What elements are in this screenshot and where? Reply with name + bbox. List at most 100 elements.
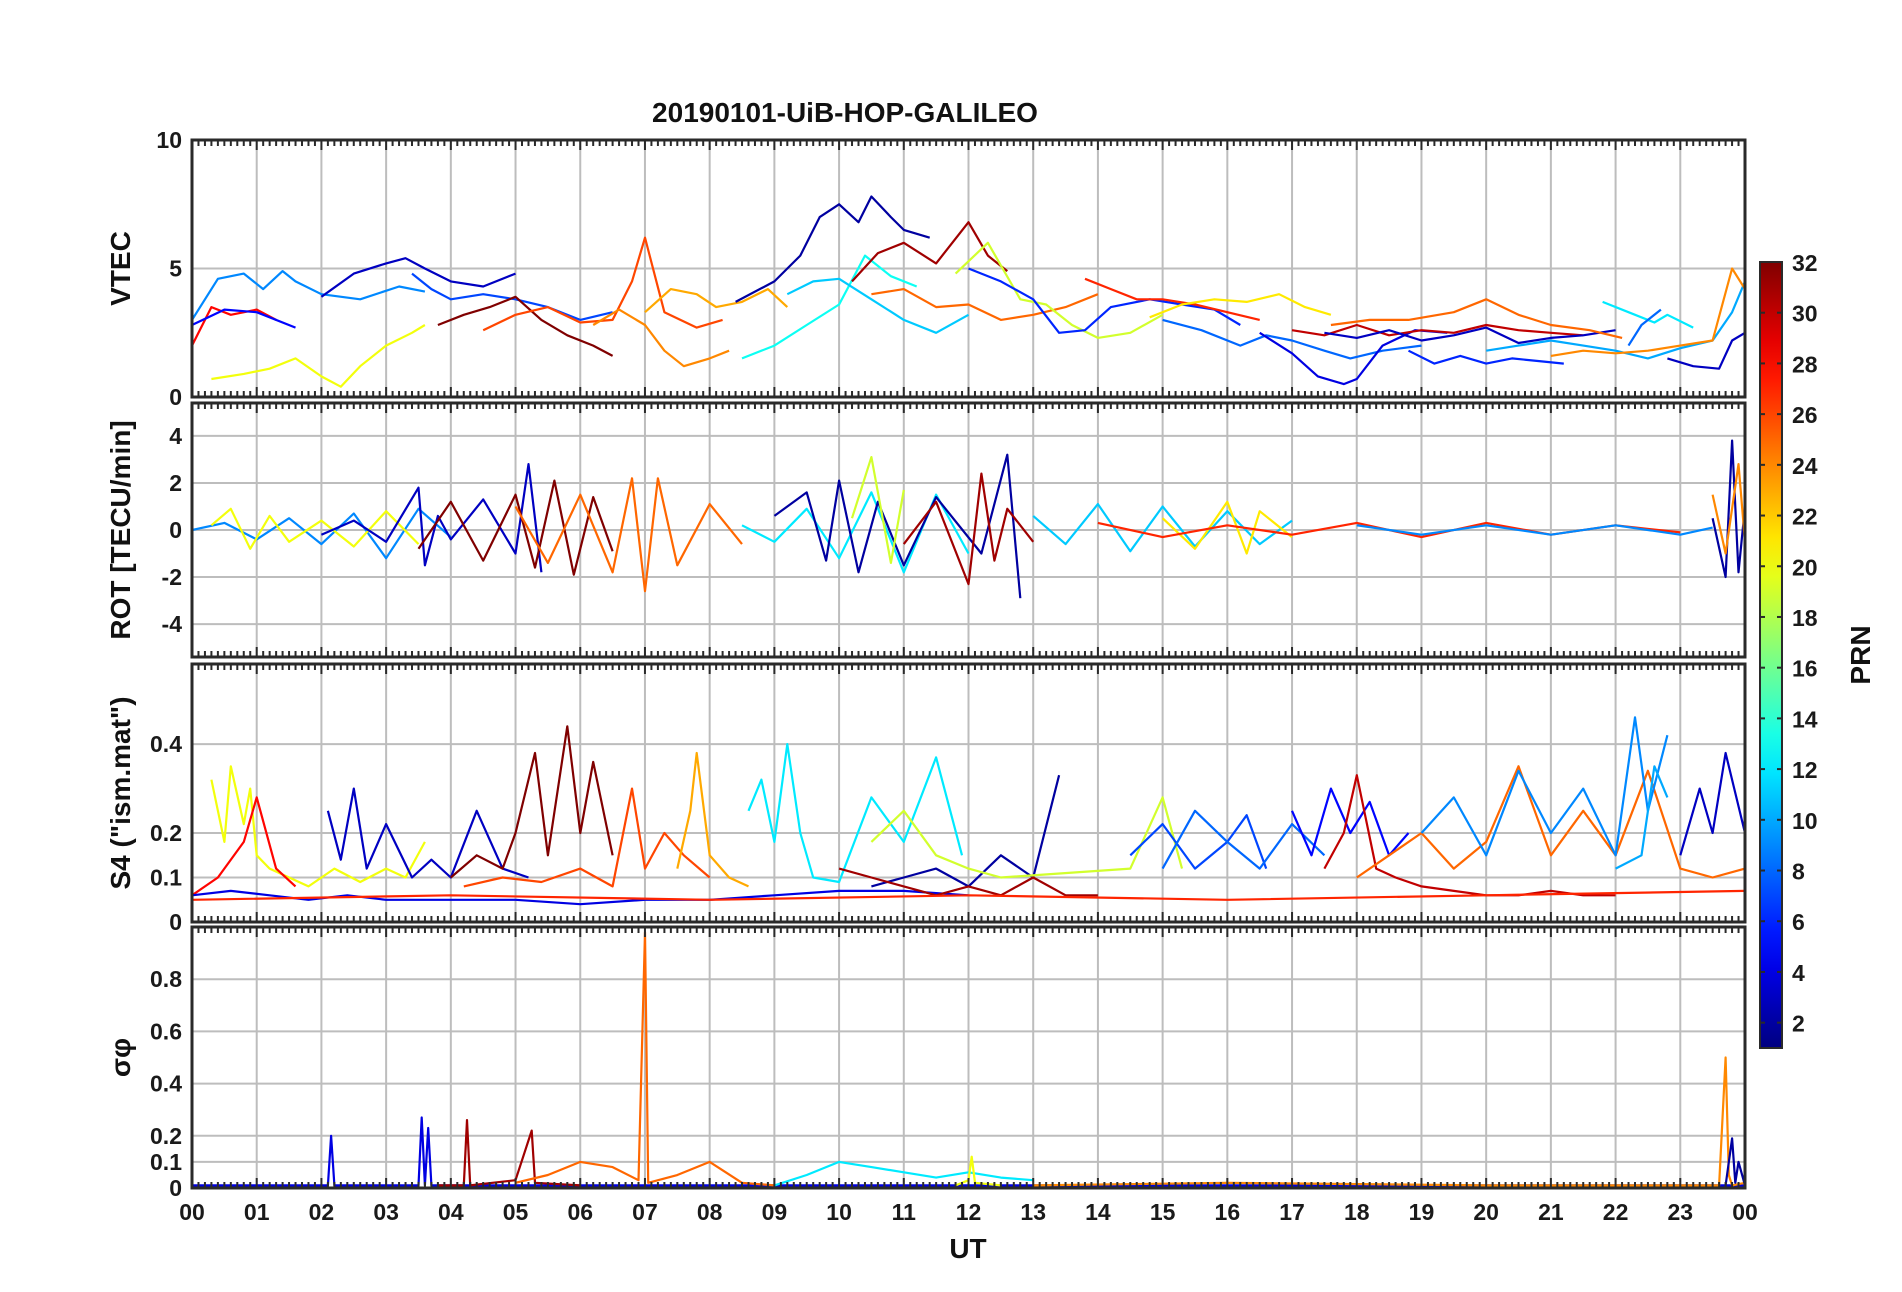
- series-line-prn-10: [1615, 765, 1669, 870]
- series-line-prn-19: [850, 456, 905, 564]
- series-line-prn-31: [437, 1119, 581, 1187]
- series-line-prn-30: [1323, 774, 1616, 897]
- series-line-prn-12: [774, 1160, 1034, 1187]
- y-tick-label: 0.1: [150, 1149, 182, 1175]
- series-line-prn-26: [482, 236, 723, 332]
- colorbar-tick-label: 4: [1792, 960, 1805, 986]
- x-tick-label: 02: [309, 1199, 335, 1225]
- series-line-prn-10: [1486, 280, 1745, 360]
- series-line-prn-8: [1627, 308, 1662, 347]
- series-line-prn-3: [1324, 326, 1616, 345]
- colorbar-tick-label: 10: [1792, 808, 1818, 834]
- colorbar-tick-label: 32: [1792, 250, 1818, 276]
- y-axis-label-rot: ROT [TECU/min]: [105, 420, 136, 639]
- panel-vtec: 0 5 10 VTEC: [105, 127, 1747, 410]
- series-group: [192, 439, 1745, 599]
- x-tick-label: 19: [1409, 1199, 1435, 1225]
- series-line-prn-31: [851, 221, 1008, 283]
- series-line-prn-9: [192, 507, 452, 560]
- y-tick-label: 2: [169, 470, 182, 496]
- x-tick-label: 04: [438, 1199, 464, 1225]
- series-line-prn-3: [1667, 331, 1745, 370]
- x-tick-label: 07: [632, 1199, 658, 1225]
- series-line-prn-3: [320, 257, 516, 298]
- y-tick-label: 10: [156, 127, 182, 153]
- y-tick-label: 4: [169, 423, 182, 449]
- series-line-prn-2: [773, 453, 1022, 599]
- x-tick-label: 01: [244, 1199, 270, 1225]
- series-line-prn-2: [735, 195, 931, 303]
- x-tick-label: 16: [1215, 1199, 1241, 1225]
- series-line-prn-32: [437, 295, 614, 357]
- colorbar-tick-label: 14: [1792, 706, 1818, 732]
- y-tick-label: 0.4: [150, 1071, 182, 1097]
- series-group: [192, 716, 1745, 906]
- series-line-prn-24: [1711, 463, 1745, 555]
- colorbar-label: PRN: [1845, 625, 1876, 684]
- colorbar-gradient: [1759, 261, 1783, 1049]
- x-tick-label: 00: [179, 1199, 205, 1225]
- series-line-prn-2: [1711, 439, 1745, 579]
- series-line-prn-32: [450, 725, 614, 879]
- series-line-prn-31: [838, 867, 1098, 897]
- series-line-prn-2: [1724, 1137, 1745, 1186]
- x-tick-label: 06: [567, 1199, 593, 1225]
- x-tick-label: 13: [1020, 1199, 1046, 1225]
- colorbar-tick-label: 2: [1792, 1011, 1805, 1037]
- y-tick-label: 0: [169, 384, 182, 410]
- colorbar-tick-label: 26: [1792, 402, 1818, 428]
- series-line-prn-5: [192, 308, 296, 329]
- y-axis-label-vtec: VTEC: [105, 231, 136, 306]
- series-line-prn-6: [968, 267, 1241, 334]
- x-tick-label: 12: [956, 1199, 982, 1225]
- x-tick-label: 21: [1538, 1199, 1564, 1225]
- series-line-prn-20: [955, 1155, 1002, 1187]
- series-line-prn-21: [1149, 293, 1332, 319]
- y-tick-label: 0.2: [150, 1123, 182, 1149]
- colorbar-tick-label: 18: [1792, 605, 1818, 631]
- series-line-prn-12: [1602, 300, 1694, 329]
- series-line-prn-3: [326, 787, 529, 879]
- x-tick-label: 14: [1085, 1199, 1111, 1225]
- y-tick-label: 0.4: [150, 731, 182, 757]
- x-axis: 00 01 02 03 04 05 06 07 08 09 10 11 12 13 14 15 16 17 18 19…: [179, 1199, 1758, 1225]
- y-tick-label: -2: [162, 564, 182, 590]
- series-line-prn-11: [786, 277, 970, 334]
- x-tick-label: 09: [762, 1199, 788, 1225]
- x-tick-label: 11: [892, 1199, 917, 1225]
- colorbar-tick-label: 12: [1792, 757, 1818, 783]
- series-line-prn-4: [192, 1116, 1745, 1187]
- series-line-prn-25: [514, 477, 743, 593]
- series-line-prn-28: [192, 796, 297, 897]
- panel-rot: -4 -2 0 2 4 ROT [TECU/min]: [105, 401, 1747, 659]
- series-group: [192, 195, 1745, 388]
- series-line-prn-24: [592, 308, 730, 368]
- series-line-prn-7: [1129, 814, 1268, 870]
- y-tick-label: -4: [162, 611, 183, 637]
- panel-sigma_phi: 00.10.2 0.4 0.6 0.8 σφ: [105, 925, 1747, 1201]
- colorbar-tick-label: 24: [1792, 453, 1818, 479]
- x-tick-label: 22: [1603, 1199, 1629, 1225]
- series-line-prn-3: [1679, 751, 1745, 856]
- series-line-prn-9: [1356, 524, 1713, 536]
- series-line-prn-30: [1291, 323, 1584, 337]
- panel-frame: [190, 401, 1747, 659]
- y-axis-label-s4: S4 ("ism.mat"): [105, 696, 136, 889]
- y-tick-label: 0.2: [150, 820, 182, 846]
- series-line-prn-20: [211, 324, 426, 388]
- series-line-prn-32: [417, 479, 614, 576]
- panel-frame: [190, 662, 1747, 924]
- series-line-prn-4: [192, 889, 969, 906]
- series-line-prn-25: [871, 288, 1099, 321]
- y-tick-label: 0.1: [150, 865, 182, 891]
- colorbar-tick-label: 22: [1792, 504, 1818, 530]
- y-tick-label: 0: [169, 1175, 182, 1201]
- series-line-prn-31: [902, 472, 1035, 586]
- x-tick-label: 20: [1473, 1199, 1499, 1225]
- y-tick-label: 0: [169, 909, 182, 935]
- series-line-prn-23: [644, 288, 789, 314]
